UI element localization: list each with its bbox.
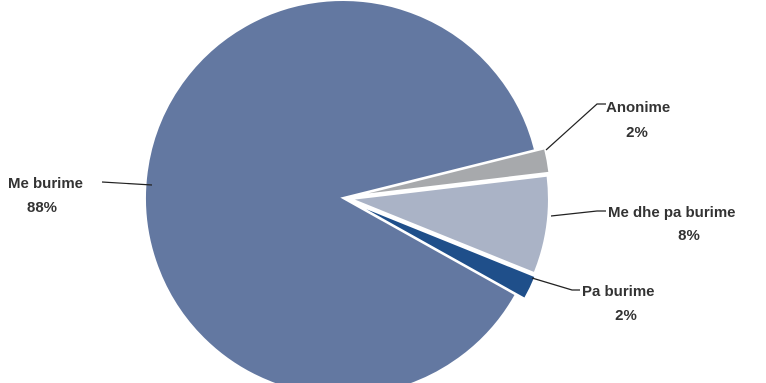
label-me-burime-name: Me burime [8, 175, 83, 192]
leader-line-me-dhe-pa-burime [550, 210, 606, 217]
pie-slice-me-burime [144, 0, 537, 383]
label-me-burime-value: 88% [27, 199, 57, 216]
label-pa-burime-value: 2% [615, 307, 637, 324]
label-pa-burime-name: Pa burime [582, 283, 655, 300]
label-me-dhe-pa-burime-name: Me dhe pa burime [608, 204, 736, 221]
pie-slice-me-dhe-pa-burime [350, 174, 550, 275]
label-me-dhe-pa-burime-value: 8% [678, 227, 700, 244]
leader-lines [101, 103, 606, 291]
leader-line-anonime [545, 103, 606, 151]
pie-slice-pa-burime [351, 201, 537, 301]
pie-slices [144, 0, 551, 383]
label-anonime-value: 2% [626, 124, 648, 141]
leader-line-pa-burime [531, 277, 580, 291]
label-anonime-name: Anonime [606, 99, 670, 116]
leader-line-me-burime [101, 181, 153, 186]
